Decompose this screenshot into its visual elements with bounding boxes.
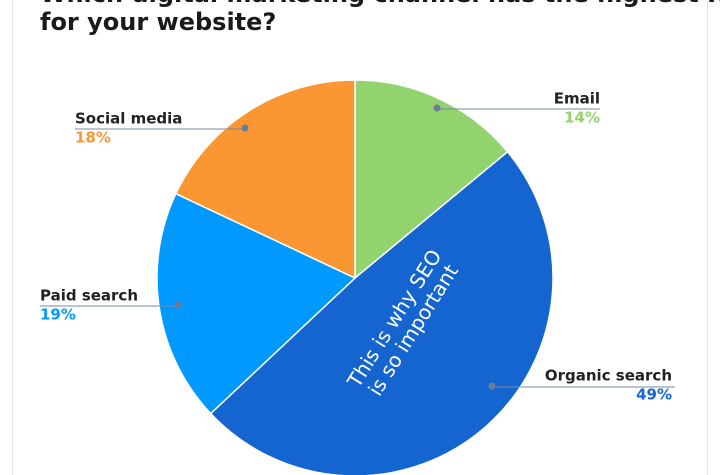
pie-slice bbox=[209, 150, 554, 475]
slice-label: Email bbox=[554, 90, 600, 108]
slice-value-label: 14% bbox=[564, 109, 600, 127]
slice-value-label: 19% bbox=[40, 306, 76, 324]
leader-dot bbox=[241, 124, 249, 132]
chart-title: Which digital marketing channel has the … bbox=[40, 0, 720, 8]
leader-dot bbox=[433, 104, 441, 112]
leader-dot bbox=[488, 382, 496, 390]
chart-title: for your website? bbox=[40, 8, 276, 36]
pie-slice bbox=[156, 192, 357, 415]
slice-label: Organic search bbox=[545, 367, 672, 385]
slice-value-label: 18% bbox=[75, 129, 111, 147]
slice-value-label: 49% bbox=[636, 386, 672, 404]
slice-label: Social media bbox=[75, 110, 182, 128]
slice-label: Paid search bbox=[40, 287, 138, 305]
pie-slice bbox=[354, 79, 509, 280]
pie-slice bbox=[174, 79, 356, 280]
leader-dot bbox=[174, 301, 182, 309]
